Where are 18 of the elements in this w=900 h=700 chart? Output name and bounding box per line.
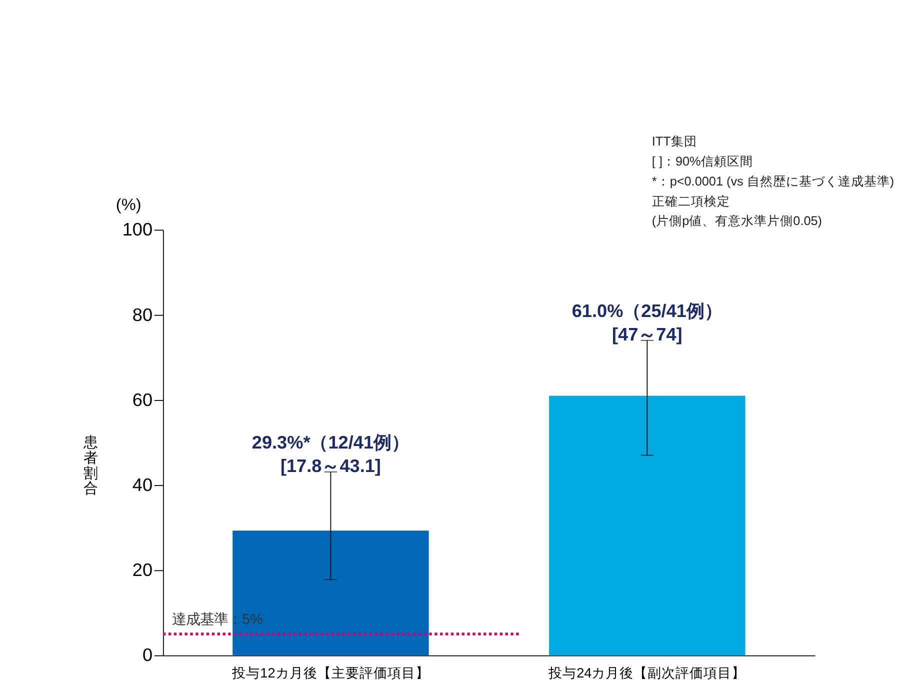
y-tick-label: 20: [132, 560, 153, 580]
data-label: 29.3%*（12/41例） [17.8～43.1]: [252, 432, 410, 476]
y-axis-title: 患者割合: [82, 435, 98, 498]
y-tick-label: 80: [132, 304, 153, 325]
text: [ ]：90%信頼区間: [652, 154, 753, 168]
x-tick-label: 投与24カ月後【副次評価項目】: [548, 665, 746, 680]
y-tick-label: 100: [122, 220, 153, 240]
data-label: 61.0%（25/41例） [47～74]: [572, 300, 722, 344]
y-tick-label: 40: [132, 474, 153, 495]
y-tick-label: 0: [142, 645, 153, 666]
text: *：p<0.0001 (vs 自然歴に基づく達成基準): [652, 174, 894, 188]
text: ITT集団: [652, 134, 697, 149]
text: 正確二項検定: [652, 194, 730, 208]
ref-line-label: 達成基準：5%: [172, 612, 264, 628]
y-tick-label: 60: [132, 390, 153, 410]
text: (%): [116, 196, 142, 214]
x-tick-label: 投与12カ月後【主要評価項目】: [231, 665, 430, 680]
text: (片側p値、有意水準片側0.05): [652, 214, 822, 228]
